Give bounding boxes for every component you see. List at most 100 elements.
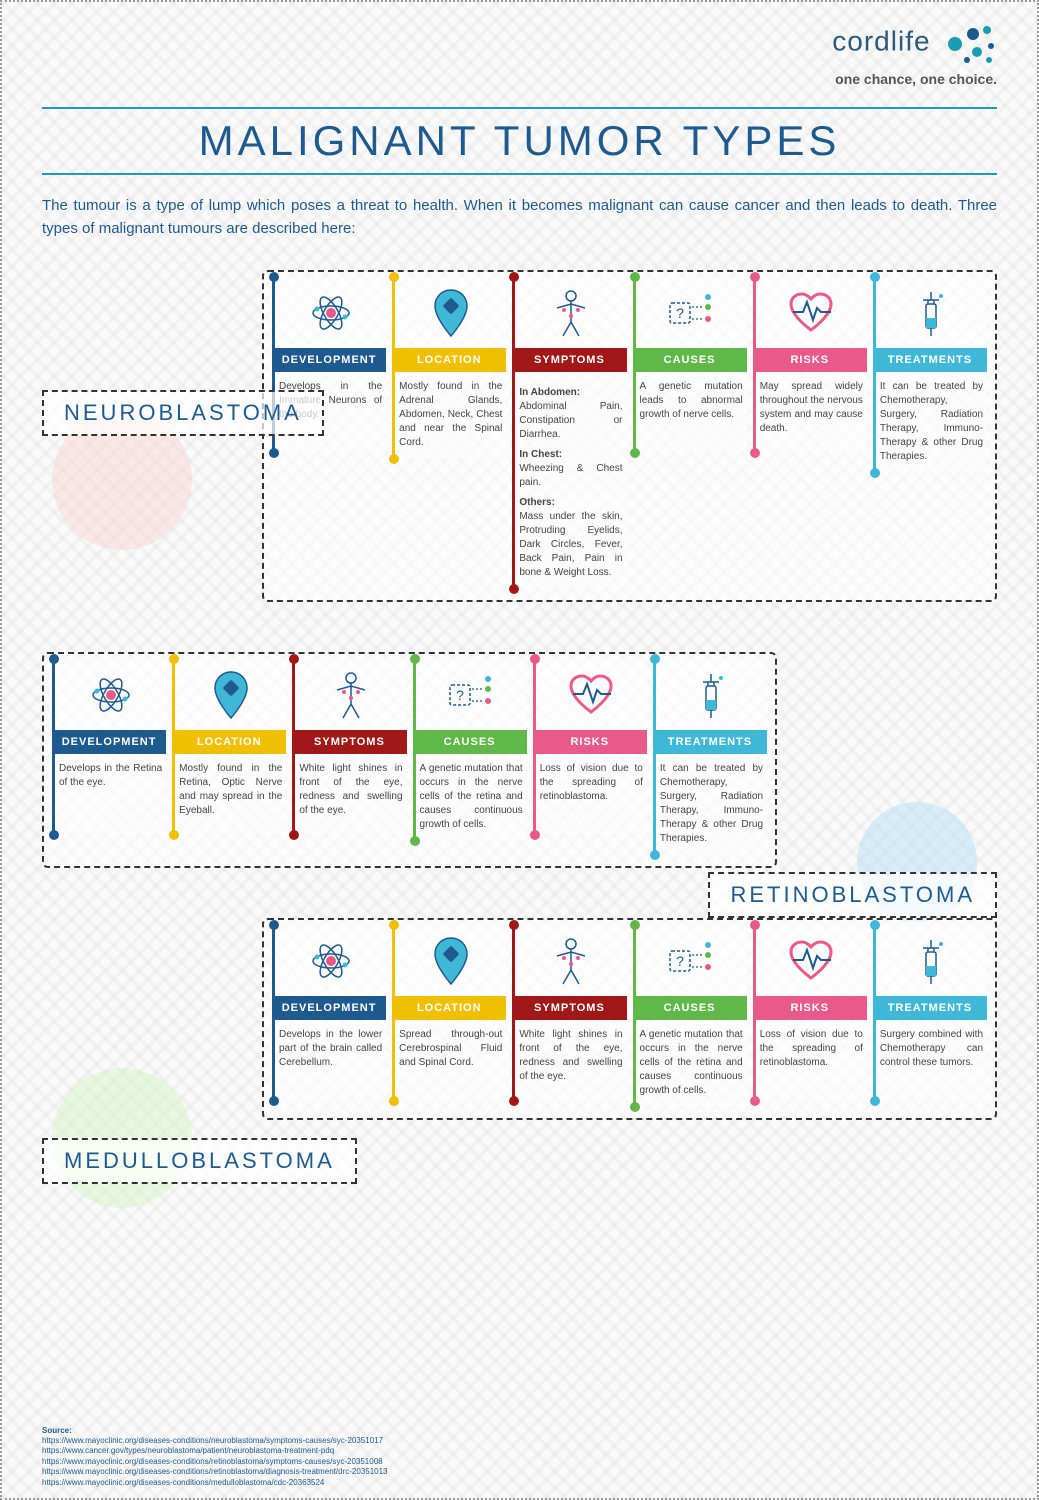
- causes-icon: ?: [633, 278, 747, 348]
- source-item: https://www.mayoclinic.org/diseases-cond…: [42, 1478, 388, 1488]
- card-dot-icon: [630, 1102, 640, 1112]
- title-block: MALIGNANT TUMOR TYPES: [42, 107, 997, 175]
- card-treatments: TREATMENTSSurgery combined with Chemothe…: [873, 926, 987, 1106]
- tumor-section: DEVELOPMENTDevelops in the lower part of…: [42, 918, 997, 1120]
- symptom-heading: In Abdomen:: [519, 386, 622, 400]
- card-dot-icon: [750, 448, 760, 458]
- card-location: LOCATIONSpread through-out Cerebrospinal…: [392, 926, 506, 1106]
- card-body: White light shines in front of the eye, …: [292, 754, 406, 834]
- title-rule-top: [42, 107, 997, 109]
- card-body: White light shines in front of the eye, …: [512, 1020, 626, 1100]
- symptom-heading: Others:: [519, 496, 622, 510]
- card-header: SYMPTOMS: [512, 996, 626, 1020]
- card-body: A genetic mutation that occurs in the ne…: [413, 754, 527, 840]
- card-header: CAUSES: [413, 730, 527, 754]
- card-header: DEVELOPMENT: [272, 996, 386, 1020]
- card-body: A genetic mutation that occurs in the ne…: [633, 1020, 747, 1106]
- card-location: LOCATIONMostly found in the Retina, Opti…: [172, 660, 286, 854]
- card-dot-icon: [269, 1096, 279, 1106]
- card-development: DEVELOPMENTDevelops in the Retina of the…: [52, 660, 166, 854]
- card-header: LOCATION: [392, 996, 506, 1020]
- card-body: Develops in the lower part of the brain …: [272, 1020, 386, 1100]
- card-body: Mostly found in the Adrenal Glands, Abdo…: [392, 372, 506, 458]
- card-dot-icon: [269, 448, 279, 458]
- tumor-section: DEVELOPMENTDevelops in the Immature Neur…: [42, 270, 997, 602]
- risks-icon: [533, 660, 647, 730]
- cards-row: DEVELOPMENTDevelops in the lower part of…: [262, 918, 997, 1120]
- card-dot-icon: [389, 1096, 399, 1106]
- tumor-section: DEVELOPMENTDevelops in the Retina of the…: [42, 652, 997, 868]
- intro-text: The tumour is a type of lump which poses…: [42, 195, 997, 240]
- card-body: A genetic mutation leads to abnormal gro…: [633, 372, 747, 452]
- card-development: DEVELOPMENTDevelops in the lower part of…: [272, 926, 386, 1106]
- svg-text:?: ?: [676, 305, 684, 321]
- svg-text:?: ?: [456, 687, 464, 703]
- tumor-name-label: NEUROBLASTOMA: [42, 390, 324, 436]
- symptom-heading: In Chest:: [519, 448, 622, 462]
- card-header: TREATMENTS: [873, 348, 987, 372]
- card-body: It can be treated by Chemotherapy, Surge…: [873, 372, 987, 472]
- source-item: https://www.mayoclinic.org/diseases-cond…: [42, 1467, 388, 1477]
- card-header: RISKS: [753, 996, 867, 1020]
- location-icon: [172, 660, 286, 730]
- development-icon: [272, 926, 386, 996]
- card-symptoms: SYMPTOMS In Abdomen:Abdominal Pain, Const…: [512, 278, 626, 588]
- location-icon: [392, 278, 506, 348]
- card-body: Develops in the Retina of the eye.: [52, 754, 166, 834]
- card-risks: RISKSLoss of vision due to the spreading…: [753, 926, 867, 1106]
- card-dot-icon: [530, 830, 540, 840]
- card-dot-icon: [389, 454, 399, 464]
- symptoms-icon: [512, 278, 626, 348]
- svg-text:?: ?: [676, 953, 684, 969]
- symptom-text: Abdominal Pain, Constipation or Diarrhea…: [519, 400, 622, 442]
- sources-title: Source:: [42, 1426, 388, 1436]
- card-dot-icon: [630, 448, 640, 458]
- card-header: RISKS: [533, 730, 647, 754]
- card-dot-icon: [870, 468, 880, 478]
- brand-tagline: one chance, one choice.: [832, 71, 997, 87]
- card-body: Loss of vision due to the spreading of r…: [533, 754, 647, 834]
- card-header: TREATMENTS: [873, 996, 987, 1020]
- symptoms-icon: [292, 660, 406, 730]
- tumor-name-label: MEDULLOBLASTOMA: [42, 1138, 357, 1184]
- development-icon: [272, 278, 386, 348]
- symptom-text: Mass under the skin, Protruding Eyelids,…: [519, 510, 622, 580]
- card-dot-icon: [509, 584, 519, 594]
- tumor-sections: DEVELOPMENTDevelops in the Immature Neur…: [42, 270, 997, 1120]
- source-item: https://www.mayoclinic.org/diseases-cond…: [42, 1436, 388, 1446]
- card-body: May spread widely throughout the nervous…: [753, 372, 867, 452]
- card-header: DEVELOPMENT: [52, 730, 166, 754]
- card-body: Spread through-out Cerebrospinal Fluid a…: [392, 1020, 506, 1100]
- source-item: https://www.mayoclinic.org/diseases-cond…: [42, 1457, 388, 1467]
- card-dot-icon: [289, 830, 299, 840]
- card-header: DEVELOPMENT: [272, 348, 386, 372]
- causes-icon: ?: [633, 926, 747, 996]
- card-causes: ?CAUSESA genetic mutation leads to abnor…: [633, 278, 747, 588]
- development-icon: [52, 660, 166, 730]
- card-risks: RISKSMay spread widely throughout the ne…: [753, 278, 867, 588]
- card-symptoms: SYMPTOMSWhite light shines in front of t…: [512, 926, 626, 1106]
- card-treatments: TREATMENTSIt can be treated by Chemother…: [653, 660, 767, 854]
- card-header: TREATMENTS: [653, 730, 767, 754]
- card-header: LOCATION: [172, 730, 286, 754]
- card-symptoms: SYMPTOMSWhite light shines in front of t…: [292, 660, 406, 854]
- header: cordlife one chance, one choice.: [42, 22, 997, 87]
- card-header: SYMPTOMS: [512, 348, 626, 372]
- card-header: RISKS: [753, 348, 867, 372]
- card-causes: ? CAUSESA genetic mutation that occurs in…: [633, 926, 747, 1106]
- treatments-icon: [873, 926, 987, 996]
- tumor-name-label: RETINOBLASTOMA: [708, 872, 997, 918]
- risks-icon: [753, 926, 867, 996]
- card-dot-icon: [410, 836, 420, 846]
- cards-row: DEVELOPMENTDevelops in the Immature Neur…: [262, 270, 997, 602]
- card-header: CAUSES: [633, 996, 747, 1020]
- card-treatments: TREATMENTSIt can be treated by Chemother…: [873, 278, 987, 588]
- sources-list: https://www.mayoclinic.org/diseases-cond…: [42, 1436, 388, 1488]
- card-risks: RISKSLoss of vision due to the spreading…: [533, 660, 647, 854]
- card-dot-icon: [870, 1096, 880, 1106]
- card-body: Surgery combined with Chemotherapy can c…: [873, 1020, 987, 1100]
- logo-dots-icon: [943, 22, 997, 71]
- source-item: https://www.cancer.gov/types/neuroblasto…: [42, 1446, 388, 1456]
- causes-icon: ?: [413, 660, 527, 730]
- treatments-icon: [653, 660, 767, 730]
